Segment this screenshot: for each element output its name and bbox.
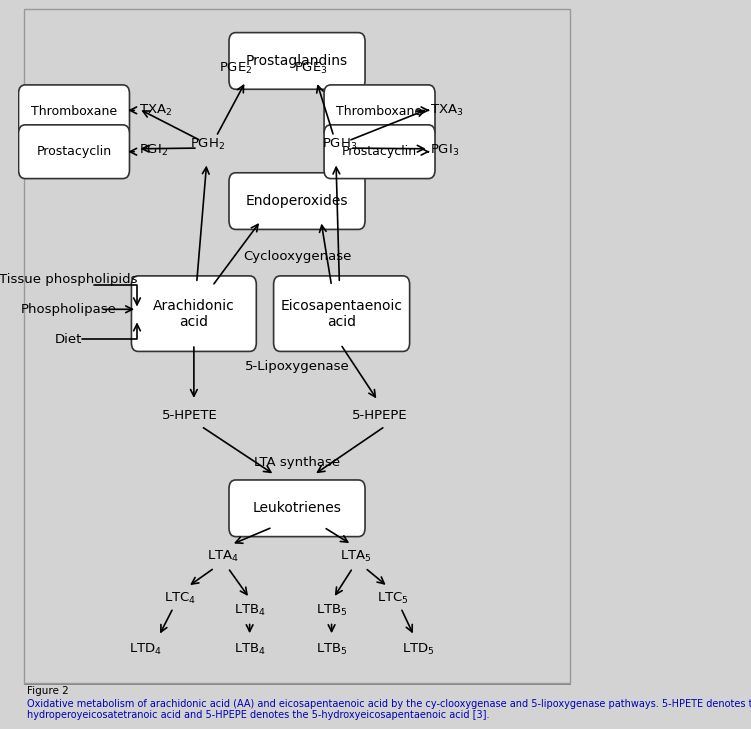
Text: LTA$_5$: LTA$_5$: [340, 549, 372, 564]
Text: Endoperoxides: Endoperoxides: [246, 194, 348, 208]
Text: 5-HPETE: 5-HPETE: [162, 409, 218, 422]
Text: 5-HPEPE: 5-HPEPE: [351, 409, 407, 422]
Text: LTA synthase: LTA synthase: [254, 456, 340, 469]
Text: PGH$_2$: PGH$_2$: [190, 137, 225, 152]
Text: Thromboxane: Thromboxane: [31, 105, 117, 118]
Text: Cyclooxygenase: Cyclooxygenase: [243, 250, 351, 262]
Text: LTA$_4$: LTA$_4$: [207, 549, 240, 564]
Text: LTB$_4$: LTB$_4$: [234, 602, 266, 617]
Text: LTD$_5$: LTD$_5$: [402, 642, 435, 657]
Text: PGE$_3$: PGE$_3$: [294, 61, 328, 77]
Text: PGH$_3$: PGH$_3$: [321, 137, 357, 152]
FancyBboxPatch shape: [19, 85, 129, 139]
Text: PGI$_2$: PGI$_2$: [139, 143, 168, 157]
Text: Eicosapentaenoic
acid: Eicosapentaenoic acid: [281, 299, 403, 329]
Text: LTC$_4$: LTC$_4$: [164, 590, 196, 606]
Text: LTC$_5$: LTC$_5$: [377, 590, 409, 606]
Text: TXA$_3$: TXA$_3$: [430, 103, 463, 118]
FancyBboxPatch shape: [19, 125, 129, 179]
Text: 5-Lipoxygenase: 5-Lipoxygenase: [245, 360, 349, 373]
Text: Diet: Diet: [55, 332, 82, 346]
FancyBboxPatch shape: [229, 173, 365, 230]
FancyBboxPatch shape: [324, 125, 435, 179]
FancyBboxPatch shape: [324, 85, 435, 139]
Text: Leukotrienes: Leukotrienes: [252, 502, 342, 515]
Text: hydroperoyeicosatetranoic acid and 5-HPEPE denotes the 5-hydroxyeicosapentaenoic: hydroperoyeicosatetranoic acid and 5-HPE…: [26, 709, 489, 720]
Text: Prostaglandins: Prostaglandins: [246, 54, 348, 68]
Text: Prostacyclin: Prostacyclin: [342, 145, 417, 158]
Text: Tissue phospholipids: Tissue phospholipids: [0, 273, 137, 286]
Text: Oxidative metabolism of arachidonic acid (AA) and eicosapentaenoic acid by the c: Oxidative metabolism of arachidonic acid…: [26, 698, 751, 709]
Text: LTD$_4$: LTD$_4$: [129, 642, 162, 657]
Text: TXA$_2$: TXA$_2$: [139, 103, 172, 118]
Text: LTB$_5$: LTB$_5$: [315, 602, 348, 617]
Text: LTB$_5$: LTB$_5$: [315, 642, 348, 657]
Text: Figure 2: Figure 2: [26, 686, 68, 696]
Text: PGE$_2$: PGE$_2$: [219, 61, 252, 77]
FancyBboxPatch shape: [273, 276, 409, 351]
Text: Prostacyclin: Prostacyclin: [37, 145, 112, 158]
Text: LTB$_4$: LTB$_4$: [234, 642, 266, 657]
FancyBboxPatch shape: [229, 480, 365, 537]
Text: PGI$_3$: PGI$_3$: [430, 143, 459, 157]
FancyBboxPatch shape: [131, 276, 256, 351]
Text: Phospholipase: Phospholipase: [20, 303, 116, 316]
Text: Thromboxane: Thromboxane: [336, 105, 423, 118]
FancyBboxPatch shape: [229, 33, 365, 89]
Text: Arachidonic
acid: Arachidonic acid: [153, 299, 235, 329]
